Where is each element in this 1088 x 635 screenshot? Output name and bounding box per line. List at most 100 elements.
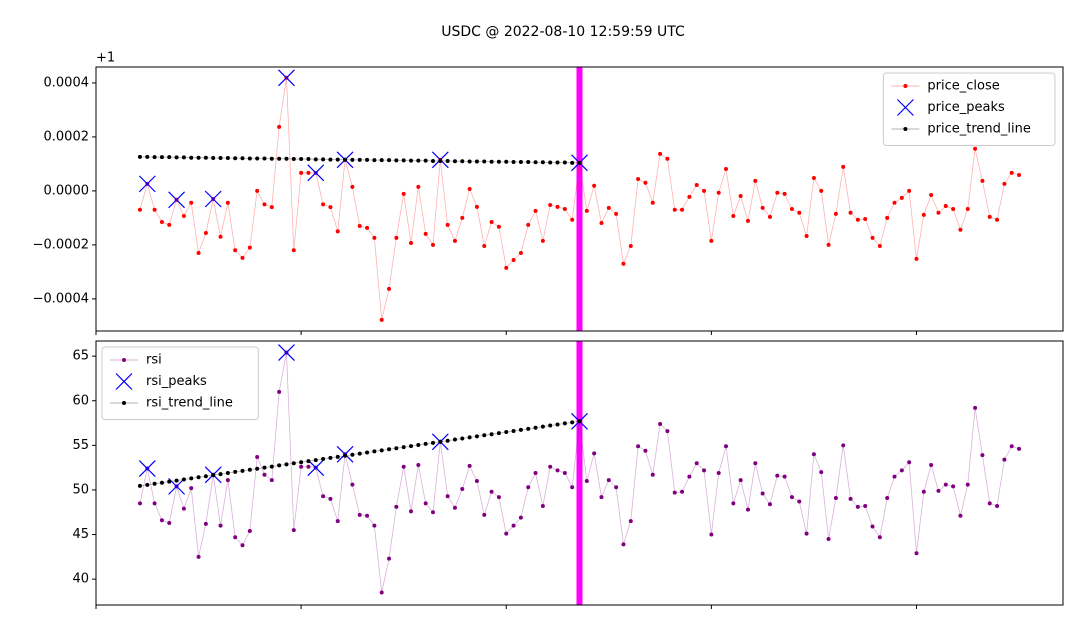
y-tick-label: 40 (72, 572, 89, 587)
point (951, 206, 956, 211)
point (423, 158, 428, 163)
point (277, 124, 282, 129)
legend-box (882, 72, 1056, 146)
point (240, 468, 245, 473)
point (277, 389, 282, 394)
point (365, 157, 370, 162)
point (592, 451, 597, 456)
point (592, 183, 597, 188)
point (328, 205, 333, 210)
point (1017, 172, 1022, 177)
peak-marker (307, 164, 325, 182)
point (775, 473, 780, 478)
point (716, 190, 721, 195)
point (387, 158, 392, 163)
point (548, 464, 553, 469)
point (643, 448, 648, 453)
point (724, 444, 729, 449)
point (614, 485, 619, 490)
point (533, 425, 538, 430)
point (562, 206, 567, 211)
point (562, 471, 567, 475)
point (540, 504, 545, 508)
point (921, 489, 926, 494)
point (804, 531, 809, 536)
point (540, 424, 545, 429)
point (379, 158, 384, 163)
point (445, 438, 450, 443)
point (511, 160, 516, 165)
point (533, 471, 538, 475)
point (540, 160, 545, 165)
point (819, 470, 824, 475)
legend: rsi rsi_peaks rsi_trend_line (101, 346, 259, 420)
point (709, 532, 714, 537)
point (628, 519, 633, 524)
peak-marker (168, 191, 186, 209)
point (731, 214, 736, 219)
point (841, 443, 846, 448)
point (460, 159, 465, 164)
point (716, 471, 721, 475)
point (401, 158, 406, 163)
point (291, 248, 296, 253)
point (936, 210, 941, 215)
point (951, 484, 956, 489)
point (511, 523, 516, 528)
peak-marker (278, 69, 295, 87)
point (299, 157, 304, 162)
point (445, 494, 450, 499)
point (306, 157, 311, 162)
y-tick-label: 65 (72, 349, 89, 364)
point (738, 478, 743, 483)
point (196, 475, 201, 480)
point (511, 428, 516, 433)
point (943, 204, 948, 209)
legend-marker (122, 401, 126, 405)
point (467, 435, 472, 440)
point (958, 513, 963, 518)
legend: price_close price_peaks price_trend_line (882, 72, 1056, 146)
point (987, 501, 992, 506)
point (269, 478, 274, 483)
point (555, 160, 560, 165)
point (181, 155, 186, 160)
legend-box (101, 346, 259, 420)
point (826, 537, 831, 541)
point (797, 499, 802, 504)
y-tick-label: −0.0004 (33, 291, 89, 306)
point (203, 521, 208, 526)
point (504, 430, 509, 435)
point (482, 243, 487, 248)
point (848, 496, 853, 501)
point (636, 177, 641, 182)
point (343, 157, 348, 162)
point (291, 461, 296, 466)
point (335, 157, 340, 162)
point (401, 464, 406, 469)
point (233, 156, 238, 161)
point (782, 191, 787, 196)
point (394, 446, 399, 451)
point (152, 481, 157, 486)
point (167, 155, 172, 160)
point (665, 429, 670, 434)
point (767, 502, 772, 507)
point (211, 473, 216, 478)
point (621, 542, 626, 547)
point (255, 466, 260, 471)
point (357, 451, 362, 456)
peak-marker (138, 175, 156, 193)
point (526, 222, 531, 227)
point (321, 202, 326, 207)
point (973, 146, 978, 151)
point (907, 188, 912, 193)
point (269, 464, 274, 469)
point (1009, 444, 1014, 449)
legend-marker (115, 373, 133, 390)
point (848, 210, 853, 215)
point (789, 495, 794, 500)
point (672, 490, 677, 495)
point (599, 495, 604, 500)
